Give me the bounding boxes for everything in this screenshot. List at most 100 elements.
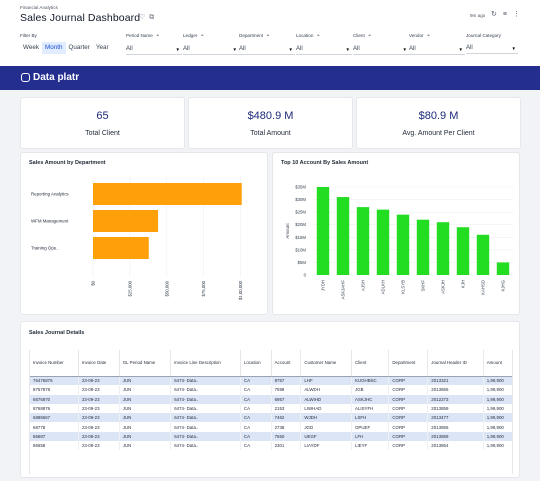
heart-icon[interactable]: ♡ — [139, 14, 146, 21]
table-cell: 76476876 — [30, 376, 79, 386]
last-updated: 9m ago — [470, 13, 486, 18]
table-cell: 2012273 — [427, 394, 484, 404]
table-cell: 23-09-23 — [78, 385, 120, 395]
bar — [93, 237, 149, 259]
breadcrumb[interactable]: Financial Analytics — [20, 5, 58, 10]
table-cell: CA — [240, 376, 272, 386]
y-category-label: Reporting Analytics — [31, 192, 69, 197]
x-category-label: ASKJH — [441, 280, 446, 294]
kpi-card-total-client: 65 Total Client — [20, 97, 185, 149]
link-icon: ⚭ — [426, 33, 431, 38]
table-cell: LHF — [300, 376, 353, 386]
table-row[interactable]: 8768876 23-09-23 JUN 6474- Data.. CA 2153 LIWH… — [30, 403, 512, 414]
table-row[interactable]: 86687 23-09-23 JUN 6474- Data.. CA 7650 UEGF LF… — [30, 431, 512, 442]
table-cell: CORP — [388, 385, 429, 395]
period-month[interactable]: Month — [41, 42, 66, 54]
table-cell: CORP — [388, 431, 429, 442]
table-cell: 2301 — [271, 441, 302, 451]
vendor-select[interactable]: All ▼ — [409, 44, 465, 55]
more-icon[interactable]: ⋮ — [512, 11, 520, 18]
period-year[interactable]: Year — [95, 44, 109, 51]
bar — [436, 222, 450, 275]
period-name-select[interactable]: All ▼ — [126, 44, 182, 55]
table-cell: JGD — [300, 422, 353, 432]
table-cell: 1,99,900 — [483, 394, 512, 404]
select-value: All — [239, 46, 246, 52]
column-header[interactable]: GL Period Name — [119, 350, 172, 377]
column-header[interactable]: Invoice Date — [78, 350, 120, 377]
period-toggle: Week Month Quarter Year — [20, 42, 112, 54]
table-row[interactable]: 76476876 23-09-23 JUN 6474- Data.. CA 8757 LHF… — [30, 376, 512, 386]
account-chart-card: Top 10 Account By Sales Amount Amount $35… — [272, 152, 520, 315]
table-cell: 1,99,900 — [483, 413, 512, 423]
x-tick-label: $50,000 — [164, 280, 169, 296]
table-cell: LSFH — [351, 413, 390, 423]
table-cell: UEGF — [300, 431, 353, 442]
table-cell: JUN — [119, 376, 172, 386]
bar — [496, 262, 510, 275]
bar — [93, 210, 159, 232]
period-week[interactable]: Week — [23, 44, 39, 51]
table-cell: CA — [240, 422, 272, 432]
client-select[interactable]: All ▼ — [353, 44, 409, 55]
x-tick-label: $75,000 — [201, 280, 206, 296]
filter-label: Client — [353, 33, 365, 38]
select-value: All — [296, 46, 303, 52]
kpi-label: Total Client — [85, 130, 120, 137]
x-tick-label: $25,000 — [127, 280, 132, 296]
link-icon: ⚭ — [367, 33, 372, 38]
table-row[interactable]: 6885567 23-09-23 JUN 6474- Data.. CA 7462 WJDH… — [30, 413, 512, 423]
table-cell: 23-09-23 — [78, 413, 120, 423]
table-cell: 2013859 — [427, 403, 484, 414]
table-row[interactable]: 6576870 23-09-23 JUN 6474- Data.. CA 6957 ALWI… — [30, 394, 512, 404]
filter-ledger: Ledger ⚭ All ▼ — [183, 33, 239, 55]
title-actions: ♡ ⧉ — [139, 14, 154, 21]
link-icon: ⚭ — [200, 33, 205, 38]
period-quarter[interactable]: Quarter — [68, 44, 90, 51]
refresh-icon[interactable]: ↻ — [491, 11, 497, 18]
table-cell: ALISYFH — [351, 403, 390, 414]
table-cell: CORP — [388, 394, 429, 404]
table-cell: 1,99,900 — [483, 431, 512, 442]
filter-label: Location — [296, 33, 314, 38]
table-cell: 7598 — [271, 385, 302, 395]
filter-label: Period Name — [126, 33, 153, 38]
table-cell: 2013321 — [427, 376, 484, 386]
copy-icon[interactable]: ⧉ — [149, 14, 155, 21]
y-tick-label: $5M — [298, 260, 307, 265]
table-row[interactable]: 86658 23-09-23 JUN 6474- Data.. CA 2301 LIAYDF… — [30, 441, 512, 451]
filter-client: Client ⚭ All ▼ — [353, 33, 409, 55]
select-value: All — [183, 46, 190, 52]
filter-icon[interactable]: ≡ — [502, 11, 507, 18]
kpi-card-avg-amount: $80.9 M Avg. Amount Per Client — [356, 97, 521, 149]
table-cell: 1,99,900 — [486, 424, 504, 430]
link-icon: ⚭ — [155, 33, 160, 38]
table-cell: CA — [240, 413, 272, 423]
table-row[interactable]: 8757878 23-09-23 JUN 6474- Data.. CA 7598 ALWD… — [30, 385, 512, 395]
table-title: Sales Journal Details — [29, 330, 85, 336]
column-header[interactable]: Customer Name — [300, 350, 353, 377]
kpi-value: 65 — [96, 110, 109, 122]
y-tick-label: $10M — [295, 247, 306, 252]
column-header[interactable]: Amount — [483, 350, 512, 377]
location-select[interactable]: All ▼ — [296, 44, 352, 55]
filter-period-name: Period Name ⚭ All ▼ — [126, 33, 182, 55]
table-cell: JGB — [351, 385, 390, 395]
y-tick-label: 0 — [304, 273, 307, 278]
column-header[interactable]: Client — [351, 350, 390, 377]
column-header[interactable]: Account — [271, 350, 302, 377]
ledger-select[interactable]: All ▼ — [183, 44, 239, 55]
column-header[interactable]: Invoice Number — [30, 350, 79, 377]
x-category-label: KLSYB — [401, 280, 406, 294]
column-header[interactable]: Department — [388, 350, 429, 377]
department-select[interactable]: All ▼ — [239, 44, 295, 55]
column-header[interactable]: Journal Header ID — [427, 350, 484, 377]
column-header[interactable]: Invoice Line Description — [170, 350, 241, 377]
journal-category-select[interactable]: All ▼ — [466, 43, 518, 54]
column-header[interactable]: Location — [240, 350, 272, 377]
table-row[interactable]: 68778 23-09-23 JUN 6474- Data.. CA 2738 JGD OPU… — [30, 422, 512, 432]
y-axis-label: Amount — [285, 223, 290, 239]
sales-journal-table-wrap[interactable]: Invoice Number Invoice Date GL Period Name… — [29, 350, 513, 474]
select-value: All — [466, 45, 473, 51]
filter-label: Journal Category — [466, 33, 501, 38]
